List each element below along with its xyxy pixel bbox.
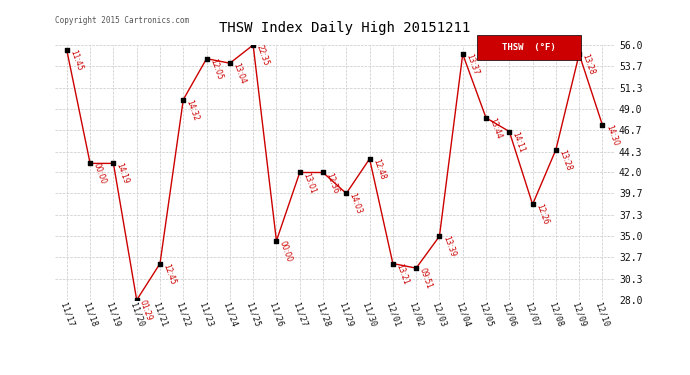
Point	[551, 147, 562, 153]
Point	[364, 156, 375, 162]
Text: 13:21: 13:21	[394, 262, 410, 286]
Point	[527, 201, 538, 207]
Text: 13:37: 13:37	[464, 53, 480, 76]
Text: 14:32: 14:32	[185, 98, 201, 122]
Text: 13:01: 13:01	[301, 171, 317, 195]
Point	[457, 51, 469, 57]
Point	[387, 261, 398, 267]
Point	[201, 56, 212, 62]
Text: 14:30: 14:30	[604, 124, 620, 147]
Text: 12:48: 12:48	[371, 158, 387, 181]
Text: 12:26: 12:26	[534, 203, 550, 226]
Text: 22:35: 22:35	[255, 44, 270, 67]
Text: 12:05: 12:05	[208, 57, 224, 81]
Text: 14:19: 14:19	[115, 162, 130, 186]
Text: 11:45: 11:45	[68, 49, 84, 73]
Text: THSW Index Daily High 20151211: THSW Index Daily High 20151211	[219, 21, 471, 34]
Text: 01:29: 01:29	[138, 298, 154, 322]
Point	[224, 60, 235, 66]
Text: 13:39: 13:39	[441, 235, 457, 258]
Point	[411, 265, 422, 271]
Text: 12:45: 12:45	[161, 262, 177, 286]
Text: 12:36: 12:36	[324, 171, 340, 195]
Point	[131, 297, 142, 303]
Point	[108, 160, 119, 166]
Point	[61, 48, 72, 54]
Point	[248, 42, 259, 48]
Point	[294, 170, 305, 176]
Point	[573, 51, 584, 57]
Text: 09:51: 09:51	[417, 267, 433, 290]
Text: 00:00: 00:00	[92, 162, 108, 186]
FancyBboxPatch shape	[477, 35, 580, 60]
Point	[597, 122, 608, 128]
Point	[504, 129, 515, 135]
Point	[155, 261, 166, 267]
Point	[317, 170, 328, 176]
Text: 14:03: 14:03	[348, 192, 364, 216]
Text: Copyright 2015 Cartronics.com: Copyright 2015 Cartronics.com	[55, 16, 189, 25]
Text: 00:00: 00:00	[278, 239, 294, 263]
Point	[480, 115, 491, 121]
Point	[178, 97, 189, 103]
Text: 13:28: 13:28	[558, 148, 573, 172]
Text: 13:28: 13:28	[580, 53, 596, 76]
Text: 13:04: 13:04	[231, 62, 247, 86]
Text: THSW  (°F): THSW (°F)	[502, 43, 555, 52]
Point	[341, 190, 352, 196]
Point	[434, 233, 445, 239]
Point	[271, 238, 282, 244]
Text: 13:44: 13:44	[487, 117, 503, 140]
Text: 14:11: 14:11	[511, 130, 526, 153]
Point	[85, 160, 96, 166]
